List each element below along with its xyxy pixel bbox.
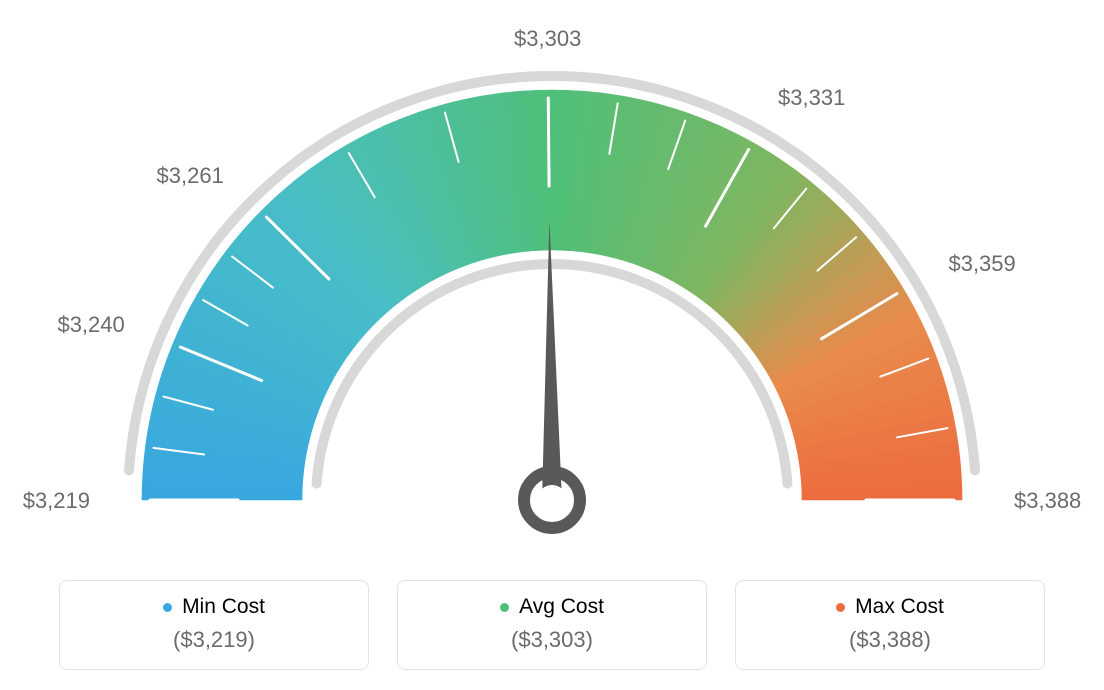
legend-row: Min Cost ($3,219) Avg Cost ($3,303) Max … <box>0 580 1104 670</box>
gauge-tick-label: $3,359 <box>948 251 1028 277</box>
legend-card-avg: Avg Cost ($3,303) <box>397 580 707 670</box>
gauge-tick-label: $3,240 <box>45 312 125 338</box>
legend-value-min: ($3,219) <box>78 627 350 653</box>
gauge-tick-label: $3,331 <box>778 85 858 111</box>
legend-title-avg: Avg Cost <box>500 595 604 619</box>
legend-value-max: ($3,388) <box>754 627 1026 653</box>
legend-card-max: Max Cost ($3,388) <box>735 580 1045 670</box>
gauge-chart: $3,219 $3,240 $3,261 $3,303 $3,331 $3,359 $3,3… <box>0 0 1104 560</box>
dot-icon <box>836 603 845 612</box>
cost-gauge-container: $3,219 $3,240 $3,261 $3,303 $3,331 $3,359 $3,3… <box>0 0 1104 690</box>
gauge-tick-label: $3,388 <box>1014 488 1094 514</box>
legend-card-min: Min Cost ($3,219) <box>59 580 369 670</box>
gauge-tick-label: $3,261 <box>144 163 224 189</box>
legend-title-label: Avg Cost <box>519 595 604 619</box>
legend-title-label: Min Cost <box>182 595 265 619</box>
gauge-tick-label: $3,303 <box>508 26 588 52</box>
legend-title-max: Max Cost <box>836 595 944 619</box>
gauge-tick-label: $3,219 <box>10 488 90 514</box>
legend-value-avg: ($3,303) <box>416 627 688 653</box>
dot-icon <box>163 603 172 612</box>
legend-title-min: Min Cost <box>163 595 265 619</box>
legend-title-label: Max Cost <box>855 595 944 619</box>
dot-icon <box>500 603 509 612</box>
